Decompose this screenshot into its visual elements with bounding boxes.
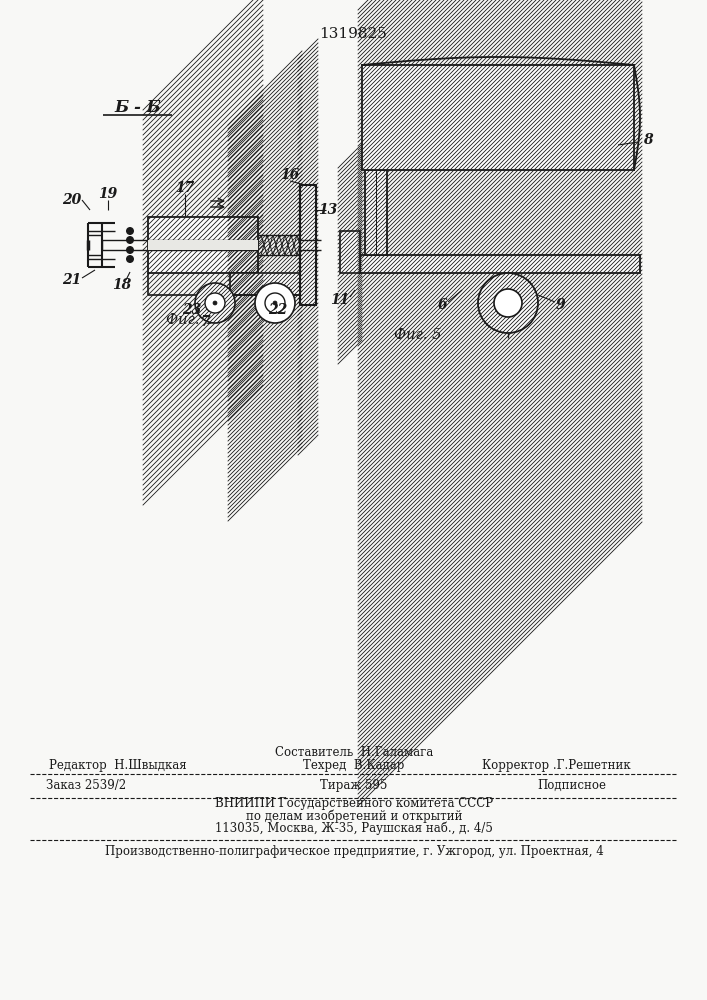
Text: 18: 18 — [112, 278, 132, 292]
Circle shape — [265, 293, 285, 313]
Bar — [148, 240, 258, 250]
Circle shape — [126, 227, 134, 235]
Text: Фиг. 4: Фиг. 4 — [166, 313, 214, 327]
Bar — [340, 231, 360, 273]
Bar — [300, 185, 316, 305]
Circle shape — [255, 283, 295, 323]
Text: Фиг. 5: Фиг. 5 — [395, 328, 442, 342]
Bar — [300, 185, 316, 305]
Bar — [148, 217, 258, 273]
Text: 7: 7 — [200, 315, 210, 329]
Text: 21: 21 — [62, 273, 81, 287]
Circle shape — [213, 301, 217, 305]
Circle shape — [195, 283, 235, 323]
Text: 16: 16 — [281, 168, 300, 182]
Text: 23: 23 — [182, 303, 201, 317]
Bar — [340, 231, 360, 273]
Bar — [148, 217, 258, 273]
Text: ВНИИПИ Государственного комитета СССР: ВНИИПИ Государственного комитета СССР — [215, 798, 493, 810]
Circle shape — [195, 283, 235, 323]
Text: 13: 13 — [318, 203, 338, 217]
Text: Корректор .Г.Решетник: Корректор .Г.Решетник — [481, 758, 631, 772]
Text: 113035, Москва, Ж-35, Раушская наб., д. 4/5: 113035, Москва, Ж-35, Раушская наб., д. … — [215, 821, 493, 835]
Text: Редактор  Н.Швыдкая: Редактор Н.Швыдкая — [49, 758, 187, 772]
Text: Подписное: Подписное — [537, 778, 607, 792]
Text: Б - Б: Б - Б — [115, 99, 161, 115]
Text: 17: 17 — [175, 181, 194, 195]
Text: Техред  В.Кадар: Техред В.Кадар — [303, 758, 404, 772]
Text: Заказ 2539/2: Заказ 2539/2 — [46, 778, 126, 792]
Text: 11: 11 — [330, 293, 350, 307]
Bar — [230, 273, 300, 295]
Circle shape — [126, 236, 134, 244]
Circle shape — [478, 273, 538, 333]
Text: 8: 8 — [643, 133, 653, 147]
Text: В - В: В - В — [467, 133, 513, 150]
Text: Производственно-полиграфическое предприятие, г. Ужгород, ул. Проектная, 4: Производственно-полиграфическое предприя… — [105, 846, 603, 858]
Text: 20: 20 — [62, 193, 81, 207]
Text: Составитель  Н.Галамага: Составитель Н.Галамага — [275, 746, 433, 758]
Circle shape — [494, 289, 522, 317]
Bar — [365, 170, 387, 255]
Text: 1319825: 1319825 — [319, 27, 387, 41]
Bar — [360, 255, 640, 273]
Text: 22: 22 — [269, 303, 288, 317]
Bar — [362, 65, 634, 170]
Bar — [230, 273, 300, 295]
Text: Тираж 595: Тираж 595 — [320, 778, 387, 792]
Circle shape — [273, 301, 277, 305]
Text: по делам изобретений и открытий: по делам изобретений и открытий — [246, 809, 462, 823]
Text: 9: 9 — [555, 298, 565, 312]
Circle shape — [205, 293, 225, 313]
Text: 6: 6 — [437, 298, 447, 312]
Text: 19: 19 — [98, 187, 117, 201]
Circle shape — [126, 246, 134, 254]
Circle shape — [478, 273, 538, 333]
Bar — [360, 255, 640, 273]
Circle shape — [126, 255, 134, 263]
